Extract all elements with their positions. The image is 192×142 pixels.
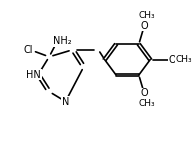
Text: O: O [168,55,176,65]
Text: NH₂: NH₂ [53,36,71,46]
Text: O: O [141,21,148,31]
Text: Cl: Cl [23,45,33,55]
Text: CH₃: CH₃ [139,99,156,108]
Text: HN: HN [26,70,41,80]
Text: CH₃: CH₃ [139,11,156,20]
Text: N: N [62,97,69,106]
Text: O: O [141,88,148,98]
Text: CH₃: CH₃ [176,55,192,64]
